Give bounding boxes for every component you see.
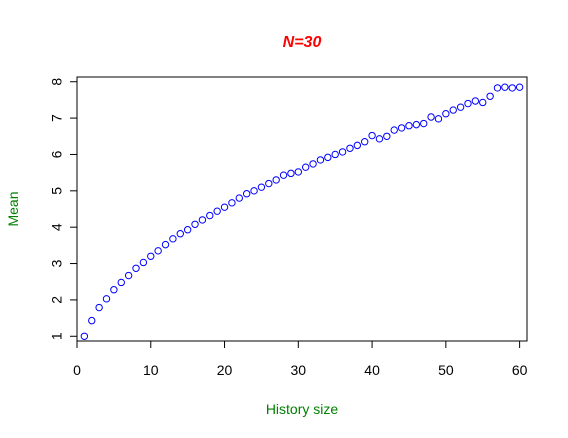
data-point — [361, 138, 369, 146]
y-tick-label: 4 — [49, 223, 65, 231]
data-point — [154, 247, 162, 255]
data-point — [213, 207, 221, 215]
data-point — [331, 150, 339, 159]
data-point — [338, 148, 347, 156]
data-point — [456, 103, 465, 111]
data-point — [139, 258, 148, 267]
data-point — [132, 264, 140, 272]
chart-title: N=30 — [283, 34, 322, 51]
data-point — [242, 190, 251, 198]
y-tick-label: 8 — [49, 78, 65, 86]
data-point — [279, 171, 288, 179]
data-point — [501, 83, 509, 91]
y-tick-label: 6 — [49, 150, 65, 158]
data-point — [110, 286, 118, 294]
data-point — [235, 194, 243, 202]
data-point — [471, 97, 480, 105]
y-tick-label: 5 — [49, 187, 65, 195]
data-point — [294, 168, 303, 176]
data-point — [206, 211, 214, 220]
x-tick-label: 30 — [291, 362, 307, 378]
data-point — [147, 252, 155, 260]
data-point — [95, 303, 103, 312]
data-point — [228, 199, 236, 207]
data-point — [80, 332, 89, 340]
data-point — [397, 124, 406, 132]
data-point — [442, 110, 450, 118]
x-tick-label: 40 — [364, 362, 380, 378]
data-point — [375, 135, 384, 143]
data-point — [161, 240, 170, 249]
data-point — [309, 160, 317, 168]
data-point — [390, 126, 398, 134]
data-point — [183, 226, 192, 234]
data-point — [287, 169, 295, 178]
data-point — [265, 179, 273, 188]
data-point — [250, 187, 258, 195]
data-point — [515, 83, 524, 91]
data-point — [449, 106, 457, 114]
x-tick-label: 20 — [217, 362, 233, 378]
data-point — [88, 316, 96, 325]
data-point — [191, 220, 199, 228]
y-tick-label: 1 — [49, 332, 65, 340]
data-point — [102, 295, 111, 303]
plot-area-frame — [76, 76, 528, 342]
data-point — [486, 92, 494, 100]
data-point — [479, 98, 487, 107]
data-point — [427, 113, 435, 121]
data-point — [405, 122, 413, 130]
data-point — [169, 235, 177, 243]
y-axis: 1 2 3 4 5 6 7 8 — [49, 78, 78, 340]
data-point — [272, 176, 280, 184]
data-point — [124, 271, 133, 280]
data-point — [412, 120, 421, 129]
data-point — [368, 131, 376, 140]
data-point — [257, 183, 266, 191]
data-point — [176, 230, 184, 238]
y-tick-label: 2 — [49, 296, 65, 304]
y-tick-label: 7 — [49, 114, 65, 122]
data-point — [117, 278, 125, 287]
data-point — [316, 156, 325, 164]
x-tick-label: 60 — [512, 362, 528, 378]
x-tick-label: 50 — [438, 362, 454, 378]
y-tick-label: 3 — [49, 259, 65, 267]
data-point — [346, 144, 354, 152]
data-point — [434, 115, 443, 123]
x-axis: 0 10 20 30 40 50 60 — [73, 340, 528, 378]
data-point — [508, 84, 516, 92]
data-point — [383, 132, 391, 140]
data-point — [493, 84, 502, 92]
data-point — [464, 99, 472, 108]
data-point — [420, 119, 428, 128]
data-point — [324, 153, 332, 162]
data-points — [80, 83, 524, 340]
data-point — [198, 216, 207, 224]
data-point — [301, 163, 310, 171]
x-tick-label: 10 — [143, 362, 159, 378]
x-axis-label: History size — [266, 401, 339, 417]
data-point — [220, 203, 229, 211]
x-tick-label: 0 — [73, 362, 81, 378]
y-axis-label: Mean — [5, 191, 21, 226]
data-point — [353, 141, 362, 150]
